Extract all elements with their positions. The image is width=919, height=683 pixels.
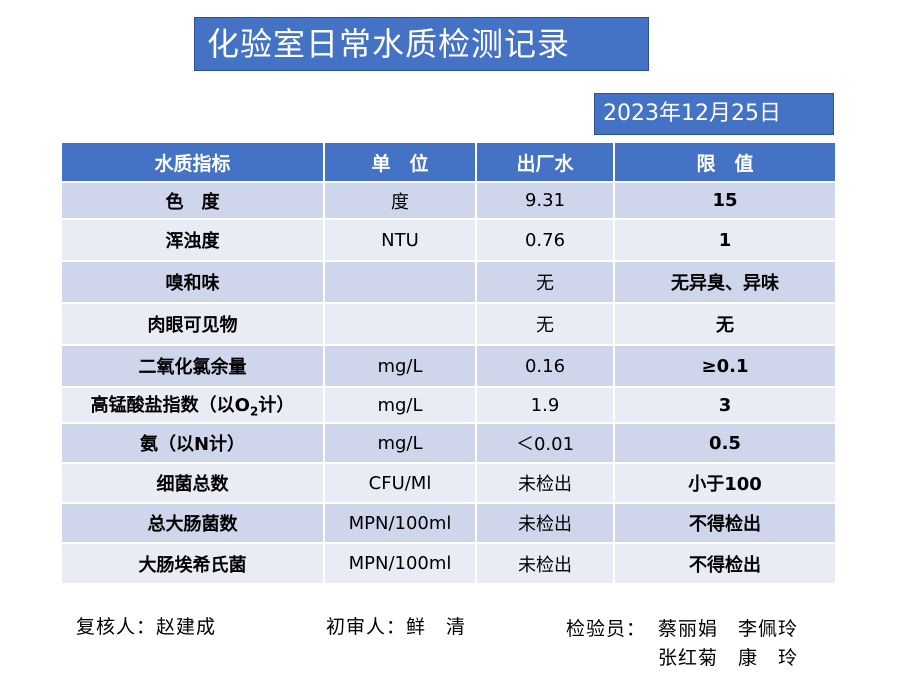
indicator-name: 高锰酸盐指数（以O2计） <box>60 386 325 424</box>
table-row: 大肠埃希氏菌 MPN/100ml 未检出 不得检出 <box>60 542 837 585</box>
indicator-limit: 15 <box>613 181 837 220</box>
table-row: 高锰酸盐指数（以O2计） mg/L 1.9 3 <box>60 386 837 424</box>
indicator-limit: 无 <box>613 302 837 346</box>
inspector-label: 检验员： <box>566 618 647 640</box>
indicator-limit: 不得检出 <box>613 502 837 544</box>
indicator-limit: 3 <box>613 386 837 424</box>
indicator-value: 无 <box>475 260 615 304</box>
indicator-limit: 1 <box>613 218 837 262</box>
indicator-value: 0.16 <box>475 344 615 388</box>
record-date: 2023年12月25日 <box>594 93 834 135</box>
preliminary-reviewer-signature: 初审人：鲜 清 <box>326 616 467 638</box>
indicator-name: 二氧化氯余量 <box>60 344 325 388</box>
indicator-name: 肉眼可见物 <box>60 302 325 346</box>
indicator-name: 总大肠菌数 <box>60 502 325 544</box>
table-row: 色 度 度 9.31 15 <box>60 181 837 220</box>
inspectors-line-2: 张红菊 康 玲 <box>658 647 799 669</box>
indicator-value: 1.9 <box>475 386 615 424</box>
indicator-unit: mg/L <box>323 386 477 424</box>
indicator-name: 色 度 <box>60 181 325 220</box>
header-unit: 单 位 <box>323 141 477 183</box>
indicator-limit: 0.5 <box>613 422 837 464</box>
table-row: 浑浊度 NTU 0.76 1 <box>60 218 837 262</box>
indicator-limit: ≥0.1 <box>613 344 837 388</box>
indicator-name: 细菌总数 <box>60 462 325 504</box>
header-factory-water: 出厂水 <box>475 141 615 183</box>
indicator-limit: 无异臭、异味 <box>613 260 837 304</box>
table-row: 肉眼可见物 无 无 <box>60 302 837 346</box>
indicator-unit: mg/L <box>323 344 477 388</box>
indicator-name: 氨（以N计） <box>60 422 325 464</box>
table-row: 总大肠菌数 MPN/100ml 未检出 不得检出 <box>60 502 837 544</box>
indicator-unit: CFU/Ml <box>323 462 477 504</box>
indicator-name: 浑浊度 <box>60 218 325 262</box>
indicator-unit: MPN/100ml <box>323 502 477 544</box>
indicator-unit <box>323 302 477 346</box>
table-row: 二氧化氯余量 mg/L 0.16 ≥0.1 <box>60 344 837 388</box>
table-header-row: 水质指标 单 位 出厂水 限 值 <box>60 141 837 183</box>
water-quality-table: 水质指标 单 位 出厂水 限 值 色 度 度 9.31 15 浑浊度 NTU 0… <box>60 141 837 585</box>
indicator-unit <box>323 260 477 304</box>
table-row: 细菌总数 CFU/Ml 未检出 小于100 <box>60 462 837 504</box>
header-limit: 限 值 <box>613 141 837 183</box>
indicator-name-suffix: 计） <box>258 395 295 417</box>
indicator-limit: 不得检出 <box>613 542 837 585</box>
table-row: 氨（以N计） mg/L ＜0.01 0.5 <box>60 422 837 464</box>
indicator-limit: 小于100 <box>613 462 837 504</box>
inspectors-line-1: 蔡丽娟 李佩玲 <box>658 618 799 640</box>
reviewer-signature: 复核人：赵建成 <box>76 616 217 638</box>
indicator-value: 无 <box>475 302 615 346</box>
indicator-value: ＜0.01 <box>475 422 615 464</box>
indicator-name: 大肠埃希氏菌 <box>60 542 325 585</box>
indicator-value: 未检出 <box>475 502 615 544</box>
indicator-name-main: 高锰酸盐指数（以O <box>90 395 250 417</box>
indicator-unit: NTU <box>323 218 477 262</box>
indicator-value: 0.76 <box>475 218 615 262</box>
table-row: 嗅和味 无 无异臭、异味 <box>60 260 837 304</box>
indicator-value: 未检出 <box>475 542 615 585</box>
header-indicator: 水质指标 <box>60 141 325 183</box>
indicator-value: 9.31 <box>475 181 615 220</box>
indicator-value: 未检出 <box>475 462 615 504</box>
indicator-name-subscript: 2 <box>249 404 259 419</box>
indicator-unit: mg/L <box>323 422 477 464</box>
indicator-name: 嗅和味 <box>60 260 325 304</box>
indicator-unit: MPN/100ml <box>323 542 477 585</box>
indicator-unit: 度 <box>323 181 477 220</box>
page-title: 化验室日常水质检测记录 <box>194 17 649 71</box>
